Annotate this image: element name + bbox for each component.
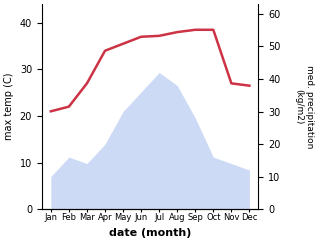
X-axis label: date (month): date (month)	[109, 228, 191, 238]
Y-axis label: med. precipitation
(kg/m2): med. precipitation (kg/m2)	[294, 65, 314, 148]
Y-axis label: max temp (C): max temp (C)	[4, 73, 14, 140]
